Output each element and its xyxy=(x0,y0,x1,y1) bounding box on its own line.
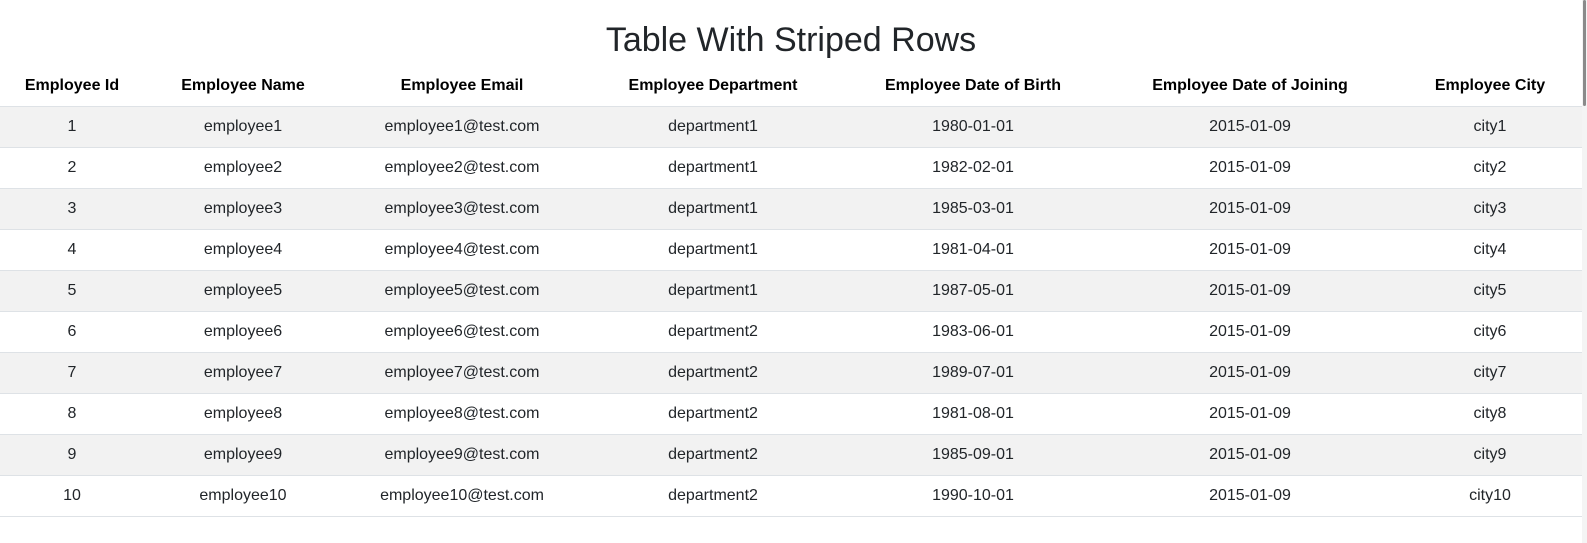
cell-employee-name: employee9 xyxy=(144,434,342,476)
header-row: Employee Id Employee Name Employee Email… xyxy=(0,66,1582,107)
cell-employee-department: department2 xyxy=(582,393,844,435)
cell-employee-city: city9 xyxy=(1398,434,1582,476)
cell-employee-email: employee6@test.com xyxy=(342,311,582,353)
table-row: 1 employee1 employee1@test.com department1 1… xyxy=(0,106,1582,148)
cell-employee-doj: 2015-01-09 xyxy=(1102,434,1398,476)
cell-employee-city: city3 xyxy=(1398,188,1582,230)
cell-employee-name: employee6 xyxy=(144,311,342,353)
cell-employee-id: 1 xyxy=(0,106,144,148)
table-row: 3 employee3 employee3@test.com department1 1… xyxy=(0,188,1582,230)
cell-employee-id: 8 xyxy=(0,393,144,435)
cell-employee-id: 4 xyxy=(0,229,144,271)
column-header-employee-doj: Employee Date of Joining xyxy=(1102,66,1398,107)
cell-employee-id: 6 xyxy=(0,311,144,353)
cell-employee-email: employee8@test.com xyxy=(342,393,582,435)
cell-employee-department: department2 xyxy=(582,475,844,517)
table-row: 7 employee7 employee7@test.com department2 1… xyxy=(0,352,1582,394)
table-body: 1 employee1 employee1@test.com department1 1… xyxy=(0,106,1582,517)
cell-employee-doj: 2015-01-09 xyxy=(1102,311,1398,353)
cell-employee-doj: 2015-01-09 xyxy=(1102,188,1398,230)
table-row: 9 employee9 employee9@test.com department2 1… xyxy=(0,434,1582,476)
cell-employee-id: 9 xyxy=(0,434,144,476)
cell-employee-dob: 1985-09-01 xyxy=(844,434,1102,476)
cell-employee-name: employee7 xyxy=(144,352,342,394)
cell-employee-email: employee9@test.com xyxy=(342,434,582,476)
cell-employee-email: employee4@test.com xyxy=(342,229,582,271)
cell-employee-dob: 1981-04-01 xyxy=(844,229,1102,271)
cell-employee-email: employee3@test.com xyxy=(342,188,582,230)
cell-employee-department: department1 xyxy=(582,188,844,230)
cell-employee-name: employee5 xyxy=(144,270,342,312)
column-header-employee-city: Employee City xyxy=(1398,66,1582,107)
table-row: 10 employee10 employee10@test.com departmen… xyxy=(0,475,1582,517)
table-row: 2 employee2 employee2@test.com department1 1… xyxy=(0,147,1582,189)
cell-employee-doj: 2015-01-09 xyxy=(1102,393,1398,435)
cell-employee-name: employee8 xyxy=(144,393,342,435)
column-header-employee-id: Employee Id xyxy=(0,66,144,107)
cell-employee-name: employee2 xyxy=(144,147,342,189)
cell-employee-department: department2 xyxy=(582,311,844,353)
cell-employee-city: city4 xyxy=(1398,229,1582,271)
cell-employee-dob: 1982-02-01 xyxy=(844,147,1102,189)
cell-employee-city: city6 xyxy=(1398,311,1582,353)
cell-employee-dob: 1990-10-01 xyxy=(844,475,1102,517)
cell-employee-doj: 2015-01-09 xyxy=(1102,229,1398,271)
table-container: Employee Id Employee Name Employee Email… xyxy=(0,66,1582,517)
cell-employee-email: employee2@test.com xyxy=(342,147,582,189)
cell-employee-doj: 2015-01-09 xyxy=(1102,147,1398,189)
cell-employee-doj: 2015-01-09 xyxy=(1102,475,1398,517)
cell-employee-name: employee10 xyxy=(144,475,342,517)
cell-employee-dob: 1985-03-01 xyxy=(844,188,1102,230)
cell-employee-id: 5 xyxy=(0,270,144,312)
cell-employee-email: employee10@test.com xyxy=(342,475,582,517)
cell-employee-dob: 1989-07-01 xyxy=(844,352,1102,394)
cell-employee-doj: 2015-01-09 xyxy=(1102,106,1398,148)
cell-employee-dob: 1980-01-01 xyxy=(844,106,1102,148)
cell-employee-dob: 1987-05-01 xyxy=(844,270,1102,312)
vertical-scrollbar[interactable] xyxy=(1582,0,1587,543)
cell-employee-dob: 1981-08-01 xyxy=(844,393,1102,435)
cell-employee-id: 10 xyxy=(0,475,144,517)
cell-employee-id: 3 xyxy=(0,188,144,230)
employee-table: Employee Id Employee Name Employee Email… xyxy=(0,66,1582,517)
cell-employee-department: department1 xyxy=(582,229,844,271)
cell-employee-name: employee4 xyxy=(144,229,342,271)
cell-employee-city: city10 xyxy=(1398,475,1582,517)
column-header-employee-email: Employee Email xyxy=(342,66,582,107)
table-row: 5 employee5 employee5@test.com department1 1… xyxy=(0,270,1582,312)
table-row: 4 employee4 employee4@test.com department1 1… xyxy=(0,229,1582,271)
table-row: 8 employee8 employee8@test.com department2 1… xyxy=(0,393,1582,435)
table-row: 6 employee6 employee6@test.com department2 1… xyxy=(0,311,1582,353)
cell-employee-email: employee1@test.com xyxy=(342,106,582,148)
cell-employee-department: department2 xyxy=(582,352,844,394)
cell-employee-city: city7 xyxy=(1398,352,1582,394)
cell-employee-city: city2 xyxy=(1398,147,1582,189)
cell-employee-department: department1 xyxy=(582,106,844,148)
cell-employee-id: 2 xyxy=(0,147,144,189)
cell-employee-doj: 2015-01-09 xyxy=(1102,270,1398,312)
table-header: Employee Id Employee Name Employee Email… xyxy=(0,66,1582,107)
column-header-employee-name: Employee Name xyxy=(144,66,342,107)
cell-employee-dob: 1983-06-01 xyxy=(844,311,1102,353)
cell-employee-city: city5 xyxy=(1398,270,1582,312)
scrollbar-thumb[interactable] xyxy=(1583,0,1586,106)
cell-employee-name: employee1 xyxy=(144,106,342,148)
cell-employee-id: 7 xyxy=(0,352,144,394)
cell-employee-email: employee5@test.com xyxy=(342,270,582,312)
cell-employee-doj: 2015-01-09 xyxy=(1102,352,1398,394)
cell-employee-city: city8 xyxy=(1398,393,1582,435)
column-header-employee-department: Employee Department xyxy=(582,66,844,107)
cell-employee-department: department1 xyxy=(582,147,844,189)
cell-employee-department: department1 xyxy=(582,270,844,312)
cell-employee-city: city1 xyxy=(1398,106,1582,148)
cell-employee-department: department2 xyxy=(582,434,844,476)
page-title: Table With Striped Rows xyxy=(605,21,977,59)
cell-employee-name: employee3 xyxy=(144,188,342,230)
cell-employee-email: employee7@test.com xyxy=(342,352,582,394)
column-header-employee-dob: Employee Date of Birth xyxy=(844,66,1102,107)
